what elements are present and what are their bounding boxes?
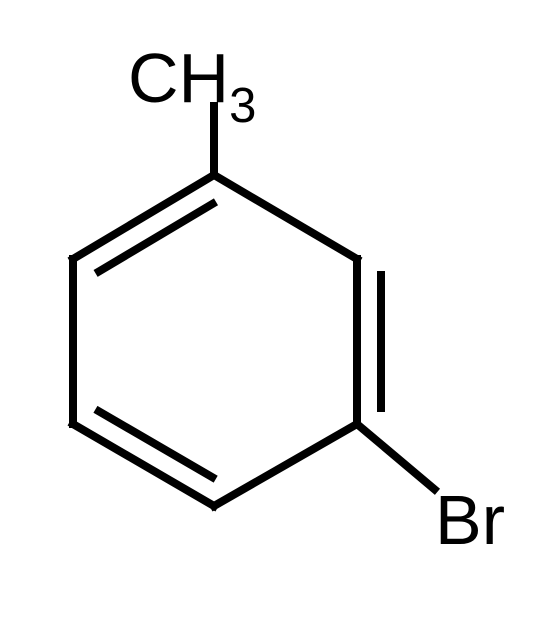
bromine-label: Br xyxy=(435,480,505,560)
ch3-text: CH xyxy=(128,39,229,117)
ch3-subscript: 3 xyxy=(229,79,256,133)
bonds-layer xyxy=(73,106,434,506)
br-text: Br xyxy=(435,481,505,559)
methyl-label: CH3 xyxy=(128,38,256,129)
